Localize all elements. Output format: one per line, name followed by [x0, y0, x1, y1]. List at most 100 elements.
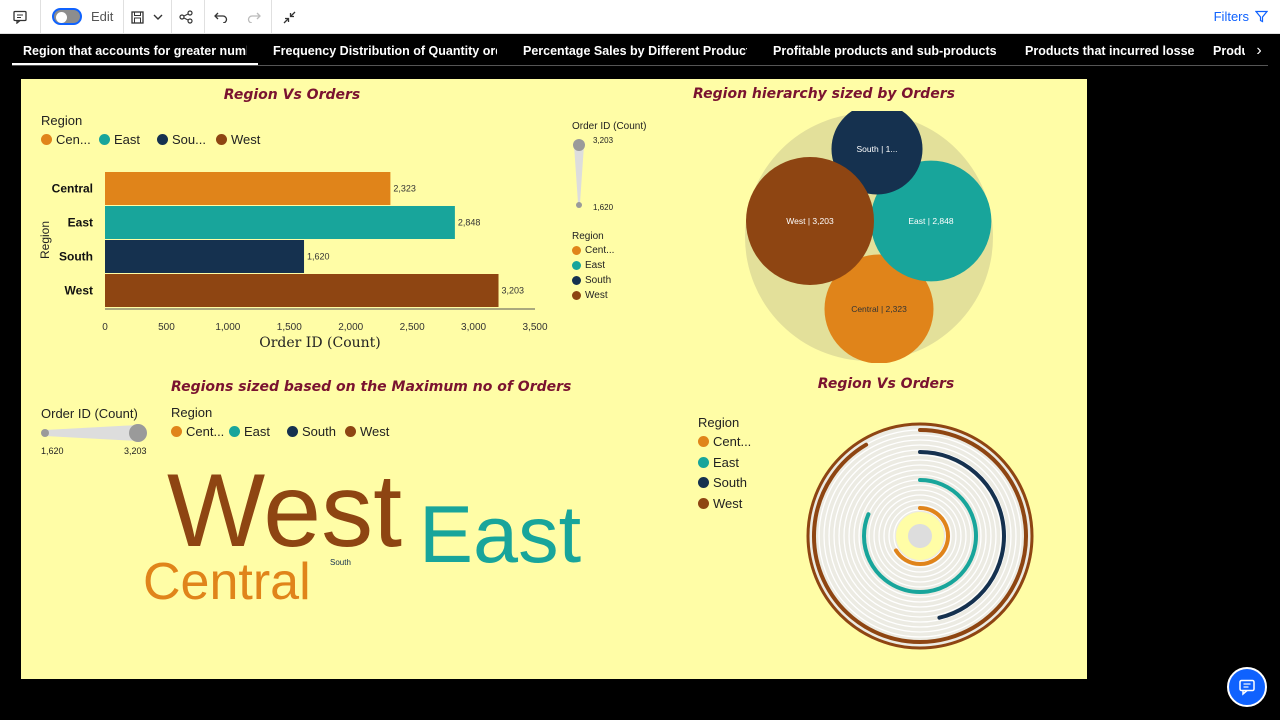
- bubble-size-min: 1,620: [593, 203, 614, 212]
- x-tick-label: 1,500: [277, 322, 302, 333]
- radial-bar-west[interactable]: [812, 428, 1028, 644]
- word-west[interactable]: West: [167, 453, 403, 569]
- bubble-south[interactable]: [831, 111, 923, 195]
- top-toolbar: Edit Filters: [0, 0, 1280, 34]
- radial-ring: [888, 504, 952, 568]
- share-icon[interactable]: [176, 6, 196, 28]
- radial-legend-south[interactable]: South: [698, 475, 747, 490]
- comment-icon[interactable]: [10, 6, 30, 28]
- edit-label: Edit: [91, 9, 114, 24]
- bar-chart: 2,323 Central 2,848 East 1,620 South 3,203 West…: [38, 172, 548, 351]
- x-tick-label: 3,000: [461, 322, 486, 333]
- south-swatch: [698, 477, 709, 488]
- radial-legend-central[interactable]: Cent...: [698, 434, 751, 449]
- chat-button[interactable]: [1227, 667, 1267, 707]
- bar-south[interactable]: [105, 240, 305, 273]
- radial-ring: [853, 469, 987, 603]
- word-central[interactable]: Central: [143, 553, 311, 611]
- word-east[interactable]: East: [419, 490, 582, 580]
- x-tick-label: 0: [102, 322, 108, 333]
- west-swatch: [572, 291, 581, 300]
- radial-ring: [858, 474, 982, 598]
- bubble-legend-central[interactable]: Cent...: [572, 245, 614, 256]
- radial-ring: [883, 499, 957, 573]
- bubble-legend-east[interactable]: East: [572, 260, 605, 271]
- radial-ring: [838, 454, 1002, 618]
- radial-ring: [843, 459, 997, 613]
- east-swatch: [698, 457, 709, 468]
- radial-ring: [818, 434, 1022, 638]
- bar-value-label: 1,620: [307, 252, 330, 262]
- bar-legend-east[interactable]: East: [99, 132, 140, 147]
- collapse-icon[interactable]: [279, 6, 299, 28]
- edit-toggle[interactable]: [52, 8, 82, 25]
- bubble-chart: Central | 2,323 East | 2,848 South | 1... W…: [745, 111, 993, 363]
- bubble-legend-south[interactable]: South: [572, 275, 611, 286]
- bubble-central[interactable]: [824, 254, 934, 363]
- bar-east[interactable]: [105, 206, 455, 239]
- cloud-legend-label: South: [302, 424, 336, 439]
- cloud-legend-title: Region: [171, 405, 213, 420]
- filter-icon: [1255, 10, 1268, 23]
- tab-profitable-products[interactable]: Profitable products and sub-products in …: [773, 44, 997, 58]
- bubble-legend-label: Cent...: [585, 245, 615, 256]
- bar-legend-west[interactable]: West: [216, 132, 260, 147]
- bar-west[interactable]: [105, 274, 499, 307]
- undo-icon[interactable]: [211, 6, 231, 28]
- west-swatch: [698, 498, 709, 509]
- west-swatch: [216, 134, 227, 145]
- tab-percentage-sales[interactable]: Percentage Sales by Different Product ca…: [523, 44, 747, 58]
- bubble-legend-label: West: [585, 290, 608, 301]
- bubble-east[interactable]: [870, 160, 992, 282]
- bubble-west[interactable]: [746, 157, 874, 285]
- bar-legend-label: Cen...: [56, 132, 91, 147]
- tab-products[interactable]: Produ: [1213, 44, 1245, 58]
- central-swatch: [698, 436, 709, 447]
- cloud-legend-south[interactable]: South: [287, 424, 336, 439]
- radial-bar-east[interactable]: [862, 478, 978, 594]
- cloud-legend-central[interactable]: Cent...: [171, 424, 224, 439]
- filters-button[interactable]: Filters: [1214, 9, 1268, 24]
- dashboard-canvas: Region Vs Orders Region Cen... East Sou.…: [21, 79, 1087, 679]
- save-icon[interactable]: [128, 6, 146, 28]
- radial-legend-label: Cent...: [713, 434, 752, 449]
- radial-legend-title: Region: [698, 415, 740, 430]
- radial-bar-central[interactable]: [894, 506, 950, 566]
- cloud-legend-label: Cent...: [186, 424, 225, 439]
- cloud-size-max: 3,203: [124, 446, 147, 456]
- chevron-right-icon[interactable]: ›: [1256, 42, 1262, 59]
- bubble-legend-west[interactable]: West: [572, 290, 608, 301]
- cloud-legend-west[interactable]: West: [345, 424, 389, 439]
- y-tick-label: West: [65, 284, 93, 298]
- cloud-size-legend-title: Order ID (Count): [41, 406, 138, 421]
- bubble-size-legend: [573, 137, 585, 209]
- chevron-down-icon[interactable]: [150, 6, 166, 28]
- radial-bar-chart: [806, 422, 1034, 650]
- west-swatch: [345, 426, 356, 437]
- bar-central[interactable]: [105, 172, 391, 205]
- bubble-size-legend-title: Order ID (Count): [572, 121, 647, 132]
- x-tick-label: 500: [158, 322, 175, 333]
- radial-legend-label: West: [713, 496, 743, 511]
- bubble-legend-title: Region: [572, 231, 604, 242]
- cloud-size-min: 1,620: [41, 446, 64, 456]
- bar-legend-central[interactable]: Cen...: [41, 132, 91, 147]
- cloud-legend-east[interactable]: East: [229, 424, 270, 439]
- central-swatch: [171, 426, 182, 437]
- tab-losses[interactable]: Products that incurred losses: [1025, 44, 1195, 58]
- radial-legend-label: South: [713, 475, 747, 490]
- y-tick-label: Central: [52, 182, 93, 196]
- y-tick-label: South: [59, 250, 93, 264]
- east-swatch: [229, 426, 240, 437]
- bubble-chart-title: Region hierarchy sized by Orders: [693, 86, 955, 102]
- x-tick-label: 2,500: [400, 322, 425, 333]
- tab-frequency-distribution[interactable]: Frequency Distribution of Quantity order…: [273, 44, 497, 58]
- radial-legend-west[interactable]: West: [698, 496, 742, 511]
- radial-legend-east[interactable]: East: [698, 455, 739, 470]
- redo-icon[interactable]: [244, 6, 264, 28]
- word-south[interactable]: South: [330, 558, 351, 567]
- x-tick-label: 3,500: [522, 322, 547, 333]
- tab-region-orders[interactable]: Region that accounts for greater number …: [23, 44, 247, 58]
- bar-legend-south[interactable]: Sou...: [157, 132, 206, 147]
- radial-bar-south[interactable]: [918, 450, 1006, 620]
